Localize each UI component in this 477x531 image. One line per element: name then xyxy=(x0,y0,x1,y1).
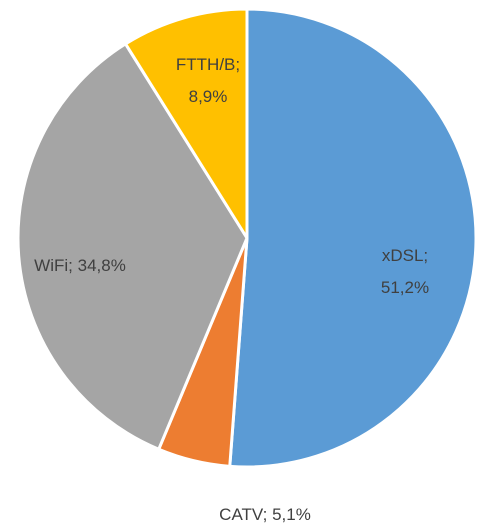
slice-label: WiFi; 34,8% xyxy=(34,256,126,275)
slice-label: FTTH/B; 8,9% xyxy=(175,55,241,106)
pie-slice xyxy=(124,7,249,240)
slice-label: CATV; 5,1% xyxy=(219,505,311,524)
pie-slice xyxy=(16,42,249,451)
pie-slice xyxy=(228,7,477,469)
slice-label: xDSL; 51,2% xyxy=(380,246,430,297)
